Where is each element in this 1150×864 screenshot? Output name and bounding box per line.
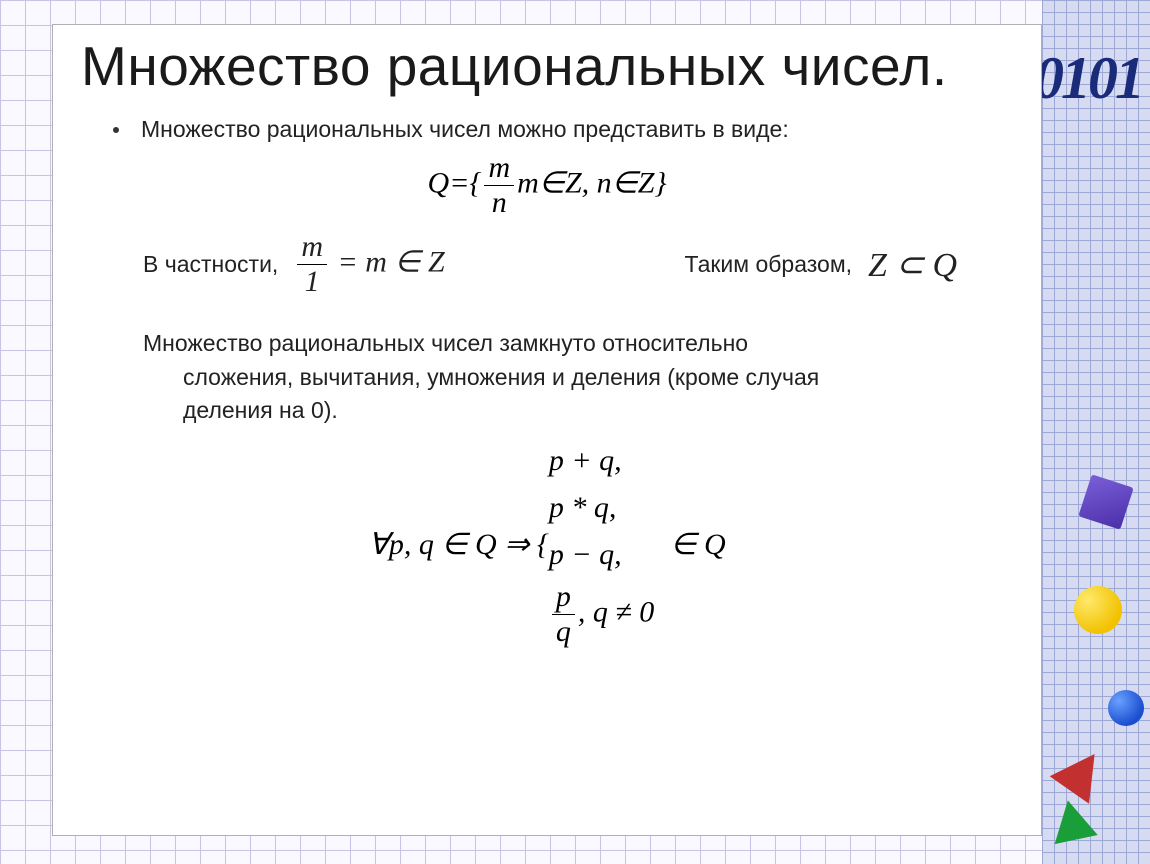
label-therefore: Таким образом, bbox=[685, 251, 853, 278]
forall-prefix: ∀p, q ∈ Q ⇒ { bbox=[368, 527, 548, 562]
frac-num-m: m bbox=[297, 232, 327, 265]
frac-den: n bbox=[488, 186, 511, 218]
in-q-suffix: ∈ Q bbox=[670, 527, 725, 562]
op-row-2: p * q, bbox=[549, 488, 617, 527]
decor-fine-grid bbox=[1042, 0, 1150, 864]
decor-circle-blue bbox=[1108, 690, 1144, 726]
formula-rbrace: } bbox=[654, 167, 666, 200]
frac-num-p: p bbox=[552, 582, 575, 615]
formula-q-definition: Q={mnm∈Z, n∈Z} bbox=[81, 153, 1013, 218]
paragraph-closure: Множество рациональных чисел замкнуто от… bbox=[143, 327, 1013, 427]
decor-right-strip: 0101 bbox=[1042, 0, 1150, 864]
slide-card: Множество рациональных чисел. Множество … bbox=[52, 24, 1042, 836]
formula-closure-operations: ∀p, q ∈ Q ⇒ { p + q, p * q, p − q, pq, q… bbox=[81, 441, 1013, 647]
frac-p-over-q: pq bbox=[552, 582, 575, 647]
para-line-3: деления на 0). bbox=[183, 394, 993, 427]
op-row-4: pq, q ≠ 0 bbox=[549, 582, 654, 647]
formula-lhs: Q bbox=[428, 167, 450, 200]
brace-column: p + q, p * q, p − q, pq, q ≠ 0 bbox=[549, 441, 654, 647]
expr-m-over-1: m1 = m ∈ Z bbox=[294, 232, 444, 297]
frac-m1: m1 bbox=[297, 232, 327, 297]
formula-frac-mn: mn bbox=[484, 153, 514, 218]
line-particular-therefore: В частности, m1 = m ∈ Z Таким образом, Z… bbox=[143, 232, 1013, 297]
bullet-item-1: Множество рациональных чисел можно предс… bbox=[113, 116, 1013, 143]
slide-title: Множество рациональных чисел. bbox=[81, 35, 1013, 98]
para-line-1: Множество рациональных чисел замкнуто от… bbox=[143, 327, 993, 360]
eq-sign: = bbox=[330, 246, 365, 279]
bullet-dot-icon bbox=[113, 127, 119, 133]
frac-num: m bbox=[484, 153, 514, 186]
op-row-3: p − q, bbox=[549, 535, 622, 574]
formula-eq: = bbox=[449, 167, 469, 200]
frac-den-1: 1 bbox=[301, 265, 324, 297]
para-line-2: сложения, вычитания, умножения и деления… bbox=[183, 361, 993, 394]
decor-binary-text: 0101 bbox=[1042, 44, 1142, 113]
frac-den-q: q bbox=[552, 615, 575, 647]
label-particular: В частности, bbox=[143, 251, 278, 278]
rhs-m-in-z: m ∈ Z bbox=[365, 246, 444, 279]
qneq0: , q ≠ 0 bbox=[578, 596, 654, 629]
op-row-1: p + q, bbox=[549, 441, 622, 480]
bullet-text-1: Множество рациональных чисел можно предс… bbox=[141, 116, 789, 143]
formula-lbrace: { bbox=[469, 167, 481, 200]
decor-circle-yellow bbox=[1074, 586, 1122, 634]
formula-cond: m∈Z, n∈Z bbox=[517, 167, 654, 200]
expr-z-subset-q: Z ⊂ Q bbox=[868, 245, 957, 285]
